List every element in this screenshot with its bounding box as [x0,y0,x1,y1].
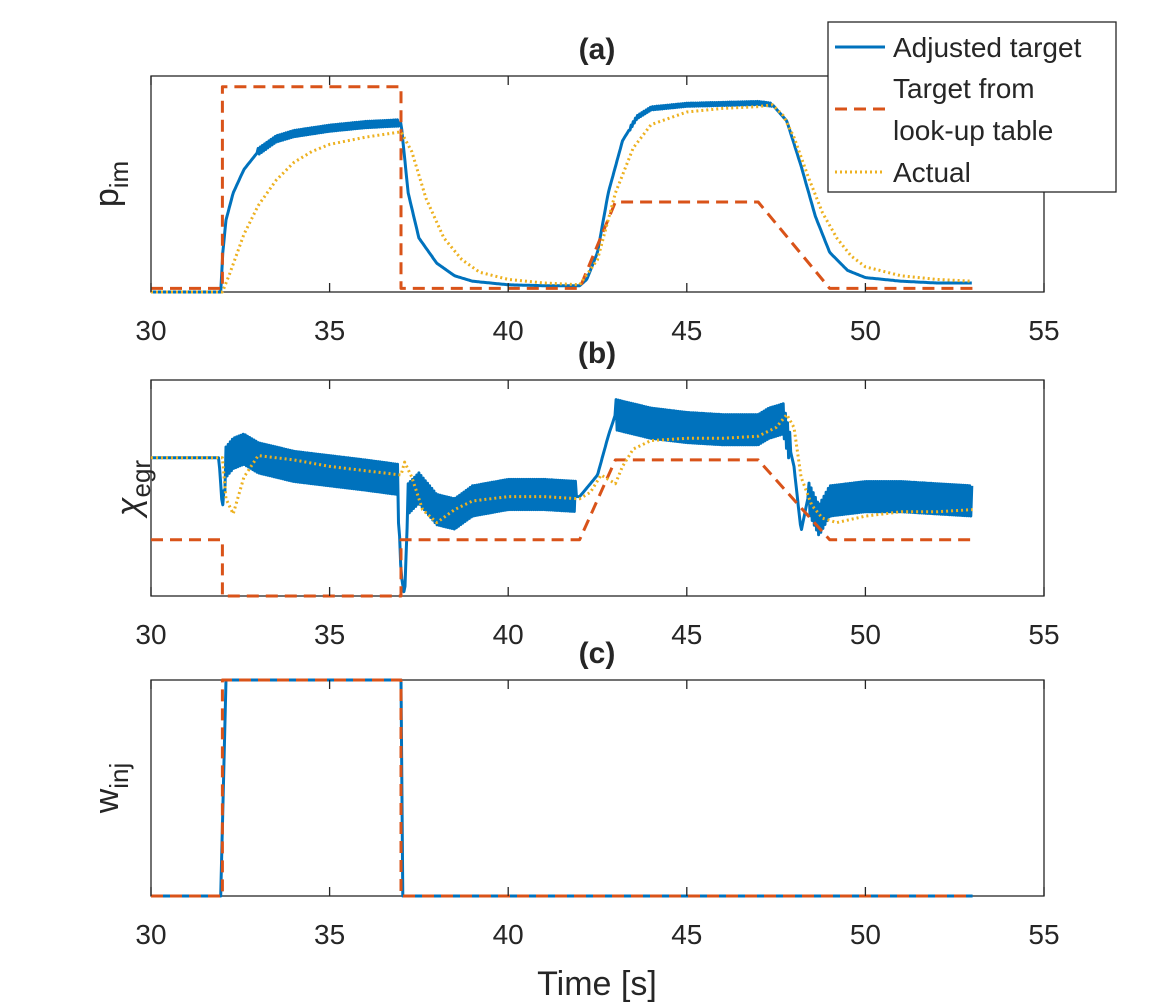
panel-b-series [150,398,974,598]
panel-a-title: (a) [579,33,616,66]
panel-c-xticks: 30 35 40 45 50 55 [135,680,1060,950]
panel-b-series-adjusted-target [150,398,974,594]
panel-c-ylabel-sub: inj [104,763,134,789]
panel-b-ylabel: χegr [110,460,156,519]
panel-c-xtick-label-40: 40 [493,919,524,950]
panel-c-title: (c) [579,637,616,670]
panel-a-ylabel: pim [88,161,134,207]
panel-c-ylabel: winj [88,763,134,815]
panel-a-xtick-label-55: 55 [1028,315,1059,346]
panel-b-series-target-from-look-up-table [151,458,973,598]
legend-box [827,21,1117,193]
panel-b-ylabel-main: χ [110,496,148,519]
panel-c: 30 35 40 45 50 55 (c) winj Time [s] [88,637,1060,1003]
panel-c-xtick-label-55: 55 [1028,919,1059,950]
panel-a-series-target-from-look-up-table [151,85,973,290]
panel-b-title: (b) [578,337,616,370]
panel-a-xtick-label-45: 45 [671,315,702,346]
legend: Adjusted target Target from look-up tabl… [827,21,1117,193]
panel-a-series-actual [151,103,973,294]
panel-a-xtick-label-30: 30 [135,315,166,346]
x-axis-label: Time [s] [537,965,657,1003]
panel-b-xtick-label-50: 50 [850,619,881,650]
panel-c-xtick-label-30: 30 [135,919,166,950]
legend-label-lookup-target-line2: look-up table [893,115,1053,146]
panel-b-xtick-label-30: 30 [135,619,166,650]
panel-c-xtick-label-35: 35 [314,919,345,950]
panel-b-series-actual [151,413,973,525]
panel-a-ylabel-sub: im [104,161,134,188]
panel-b-xtick-label-55: 55 [1028,619,1059,650]
panel-c-axes [150,679,1045,897]
legend-label-actual: Actual [893,157,971,188]
panel-c-series-target-from-look-up-table [151,678,973,898]
panel-a-xtick-label-40: 40 [493,315,524,346]
panel-c-ylabel-main: w [88,788,126,814]
panel-a-xtick-label-35: 35 [314,315,345,346]
panel-c-xtick-label-50: 50 [850,919,881,950]
panel-b-xtick-label-40: 40 [493,619,524,650]
legend-label-lookup-target-line1: Target from [893,73,1035,104]
panel-b: 30 35 40 45 50 55 (b) χegr [110,337,1060,650]
panel-a-series-adjusted-target [150,99,973,294]
panel-b-xticks: 30 35 40 45 50 55 [135,380,1060,650]
panel-c-xtick-label-45: 45 [671,919,702,950]
panel-b-xtick-label-35: 35 [314,619,345,650]
panel-a-xtick-label-50: 50 [850,315,881,346]
panel-c-series [151,678,973,898]
legend-label-adjusted-target: Adjusted target [893,32,1082,63]
panel-a-xticks: 30 35 40 45 50 55 [135,76,1060,346]
panel-b-xtick-label-45: 45 [671,619,702,650]
panel-a-series [150,85,973,294]
panel-a-ylabel-main: p [88,188,126,207]
panel-b-ylabel-sub: egr [126,460,156,498]
